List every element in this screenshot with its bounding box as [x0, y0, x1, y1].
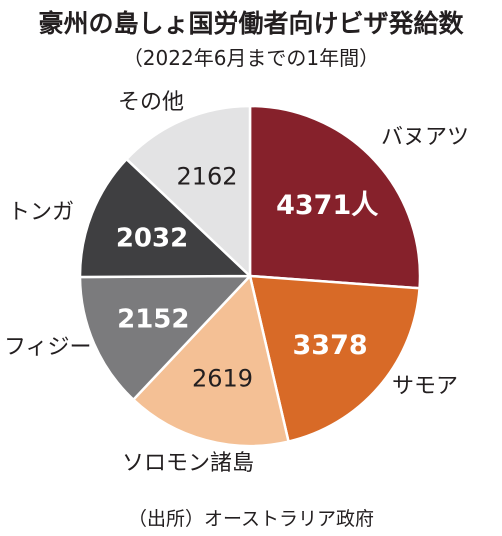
- chart-subtitle: （2022年6月までの1年間）: [122, 46, 380, 70]
- slice-value-label-3: 2619: [192, 364, 253, 392]
- pie-slice-2: [248, 274, 421, 443]
- slice-value-label-1: 4371人: [276, 190, 378, 221]
- pie-slice-3: [132, 274, 290, 448]
- category-label-5: トンガ: [8, 200, 74, 225]
- pie-slice-1: [248, 104, 422, 290]
- category-label-1: バヌアツ: [381, 125, 469, 150]
- source-note: （出所）オーストラリア政府: [127, 508, 375, 530]
- chart-title: 豪州の島しょ国労働者向けビザ発給数: [38, 9, 464, 38]
- category-label-2: サモア: [392, 374, 458, 399]
- slice-value-label-2: 3378: [293, 330, 368, 361]
- slice-value-label-4: 2152: [117, 304, 189, 334]
- pie-slice-5: [78, 157, 252, 279]
- slice-value-label-6: 2162: [176, 163, 237, 191]
- category-label-6: その他: [118, 90, 184, 115]
- pie-slice-4: [78, 274, 252, 401]
- category-label-4: フィジー: [4, 335, 92, 360]
- slice-value-label-5: 2032: [116, 224, 188, 254]
- category-label-3: ソロモン諸島: [122, 451, 254, 476]
- pie-slice-6: [125, 104, 252, 278]
